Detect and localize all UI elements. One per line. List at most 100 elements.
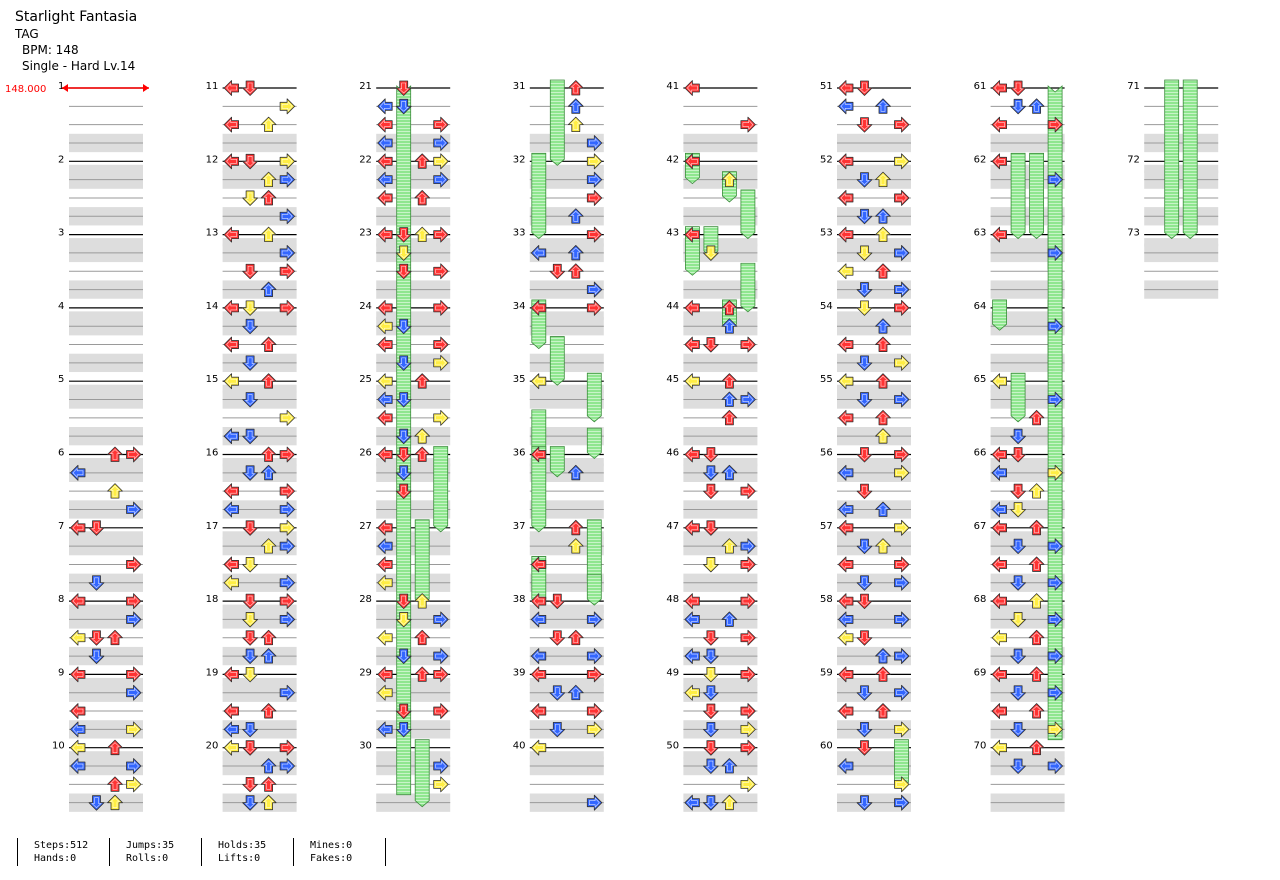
step-arrow bbox=[703, 630, 719, 646]
step-arrow bbox=[856, 355, 873, 371]
beat-band bbox=[990, 238, 1065, 247]
step-arrow bbox=[279, 739, 296, 756]
step-arrow bbox=[377, 519, 393, 536]
step-arrow bbox=[242, 593, 259, 609]
step-arrow bbox=[549, 263, 566, 280]
step-arrow bbox=[703, 795, 719, 811]
beat-band bbox=[683, 238, 758, 247]
beat-band bbox=[376, 751, 451, 760]
step-arrow bbox=[1010, 538, 1026, 555]
hold-note bbox=[1164, 79, 1180, 240]
step-arrow bbox=[377, 538, 393, 555]
beat-band bbox=[683, 458, 758, 467]
measure-number: 63 bbox=[974, 228, 987, 239]
measure-number: 65 bbox=[974, 374, 987, 385]
step-arrow bbox=[88, 520, 105, 536]
beat-band bbox=[837, 677, 911, 687]
hold-note bbox=[1010, 372, 1026, 423]
step-arrow bbox=[279, 611, 296, 628]
measure-number: 21 bbox=[359, 81, 372, 92]
step-arrow bbox=[88, 648, 105, 664]
beat-band bbox=[529, 238, 604, 247]
beat-band bbox=[222, 238, 297, 247]
step-arrow bbox=[684, 593, 700, 609]
beat-band bbox=[529, 458, 604, 467]
step-arrow bbox=[991, 80, 1007, 96]
step-arrow bbox=[586, 135, 603, 151]
step-arrow bbox=[740, 116, 756, 133]
step-arrow bbox=[703, 447, 719, 463]
step-arrow bbox=[1047, 171, 1063, 188]
step-arrow bbox=[1047, 648, 1063, 664]
step-arrow bbox=[838, 501, 854, 518]
measure-number: 47 bbox=[666, 521, 679, 532]
step-arrow bbox=[126, 666, 142, 683]
measure-number: 5 bbox=[58, 374, 64, 385]
step-arrow bbox=[856, 630, 873, 646]
step-arrow bbox=[279, 501, 296, 518]
step-arrow bbox=[586, 648, 603, 664]
step-arrow bbox=[242, 190, 259, 206]
step-arrow bbox=[703, 483, 719, 500]
step-arrow bbox=[991, 501, 1007, 518]
step-arrow bbox=[279, 758, 296, 774]
measure-number: 48 bbox=[666, 594, 679, 605]
step-arrow bbox=[260, 648, 277, 664]
step-arrow bbox=[260, 281, 277, 297]
step-arrow bbox=[684, 648, 700, 664]
step-arrow bbox=[70, 593, 86, 609]
step-arrow bbox=[856, 447, 873, 463]
step-arrow bbox=[126, 758, 142, 774]
beat-band bbox=[837, 311, 911, 320]
stat-value: Hands:0 bbox=[34, 853, 77, 864]
step-arrow bbox=[279, 245, 296, 261]
step-arrow bbox=[377, 98, 393, 115]
step-arrow bbox=[875, 98, 891, 114]
beat-band bbox=[222, 751, 297, 760]
beat-band bbox=[529, 164, 604, 173]
step-arrow bbox=[856, 685, 873, 701]
step-arrow bbox=[1028, 629, 1045, 646]
step-arrow bbox=[721, 611, 738, 627]
step-arrow bbox=[567, 80, 584, 96]
step-arrow bbox=[414, 666, 431, 682]
beat-band bbox=[1144, 238, 1219, 247]
step-arrow bbox=[1010, 612, 1026, 628]
measure-number: 40 bbox=[513, 741, 526, 752]
step-arrow bbox=[856, 117, 873, 133]
step-arrow bbox=[242, 318, 259, 335]
step-arrow bbox=[433, 776, 449, 793]
measure-number: 42 bbox=[666, 154, 679, 165]
step-arrow bbox=[1047, 538, 1063, 555]
beat-band bbox=[69, 531, 143, 540]
step-arrow bbox=[894, 153, 910, 170]
measure-number: 54 bbox=[820, 301, 833, 312]
step-arrow bbox=[856, 795, 873, 811]
step-arrow bbox=[838, 666, 854, 683]
step-arrow bbox=[70, 519, 86, 536]
step-arrow bbox=[894, 519, 910, 536]
measure-number: 36 bbox=[513, 448, 526, 459]
hold-note bbox=[740, 262, 756, 313]
step-arrow bbox=[894, 190, 910, 206]
step-arrow bbox=[875, 666, 891, 682]
step-arrow bbox=[894, 245, 910, 261]
step-arrow bbox=[223, 373, 240, 390]
step-arrow bbox=[703, 648, 719, 664]
step-arrow bbox=[894, 648, 910, 664]
step-arrow bbox=[107, 794, 123, 811]
step-arrow bbox=[856, 300, 873, 316]
step-arrow bbox=[377, 318, 393, 335]
step-arrow bbox=[279, 153, 296, 170]
measure-number: 68 bbox=[974, 594, 987, 605]
measure-number: 38 bbox=[513, 594, 526, 605]
step-arrow bbox=[856, 392, 873, 408]
step-arrow bbox=[395, 428, 412, 445]
step-arrow bbox=[433, 336, 449, 353]
step-arrow bbox=[684, 446, 700, 463]
step-arrow bbox=[549, 593, 566, 609]
beat-band bbox=[837, 164, 911, 173]
step-arrow bbox=[279, 208, 296, 225]
beat-band bbox=[69, 311, 143, 320]
step-arrow bbox=[894, 776, 910, 793]
